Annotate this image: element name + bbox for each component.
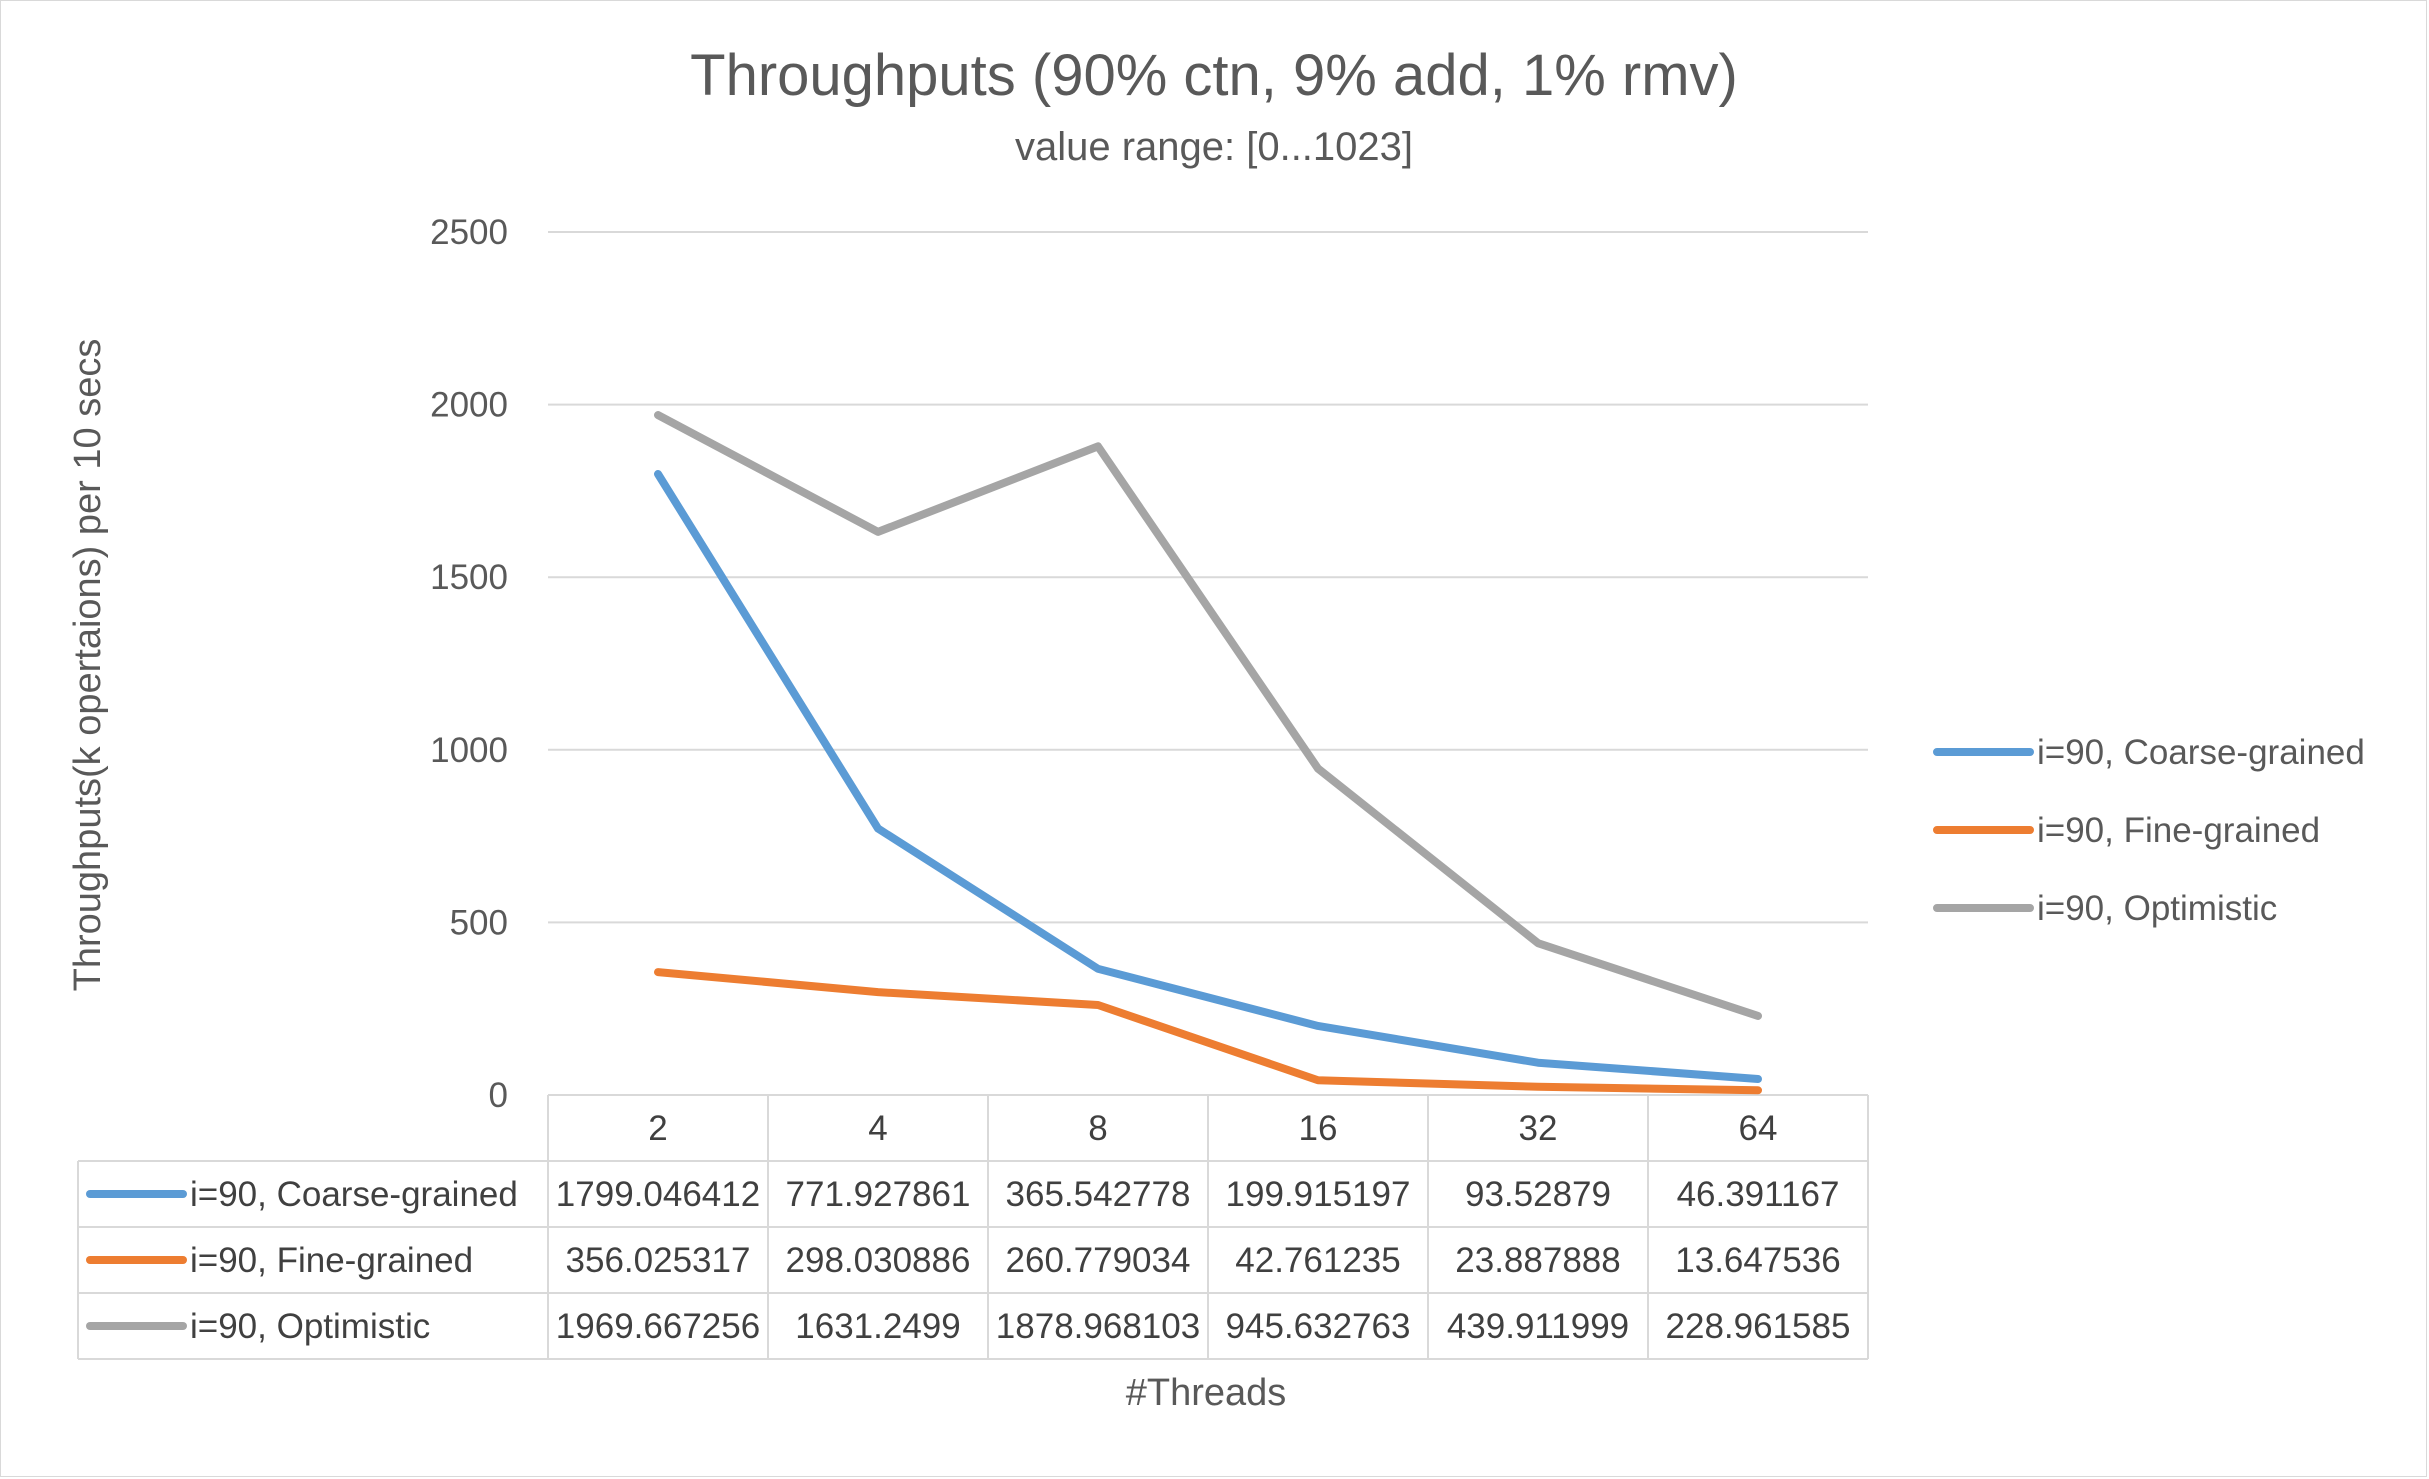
table-series-name: i=90, Fine-grained: [190, 1241, 473, 1280]
series-line: [654, 968, 1762, 1095]
table-cell: 42.761235: [1235, 1241, 1400, 1280]
y-axis-ticks: 0 500 1000 1500 2000 2500: [430, 213, 508, 1115]
legend: i=90, Coarse-grained i=90, Fine-grained i=…: [1933, 733, 2365, 928]
y-tick-label: 1000: [430, 731, 508, 770]
x-axis-title: #Threads: [1126, 1372, 1287, 1414]
x-category-label: 2: [648, 1109, 667, 1148]
table-cell: 1631.2499: [795, 1307, 960, 1346]
chart-subtitle: value range: [0...1023]: [1015, 125, 1413, 169]
table-cell: 356.025317: [566, 1241, 751, 1280]
table-cell: 1969.667256: [556, 1307, 760, 1346]
table-series-name: i=90, Optimistic: [190, 1307, 430, 1346]
data-table: i=90, Coarse-grained 1799.046412 771.92786…: [86, 1175, 1851, 1346]
table-series-name: i=90, Coarse-grained: [190, 1175, 518, 1214]
table-cell: 23.887888: [1455, 1241, 1620, 1280]
gridlines: [548, 231, 1868, 924]
legend-label: i=90, Optimistic: [2037, 889, 2277, 928]
x-axis-categories: 2 4 8 16 32 64: [648, 1109, 1777, 1148]
table-cell: 260.779034: [1006, 1241, 1191, 1280]
legend-label: i=90, Coarse-grained: [2037, 733, 2365, 772]
data-table-grid: [77, 1094, 1869, 1360]
series-lines: [654, 411, 1762, 1095]
table-cell: 199.915197: [1226, 1175, 1411, 1214]
x-category-label: 32: [1519, 1109, 1558, 1148]
y-tick-label: 2000: [430, 386, 508, 425]
table-cell: 1799.046412: [556, 1175, 760, 1214]
series-line: [654, 469, 1762, 1083]
table-cell: 228.961585: [1666, 1307, 1851, 1346]
y-axis-title: Throughputs(k opertaions) per 10 secs: [67, 339, 109, 992]
table-cell: 1878.968103: [996, 1307, 1200, 1346]
table-cell: 771.927861: [786, 1175, 971, 1214]
x-category-label: 16: [1299, 1109, 1338, 1148]
y-tick-label: 0: [489, 1076, 508, 1115]
table-cell: 93.52879: [1465, 1175, 1611, 1214]
chart-title: Throughputs (90% ctn, 9% add, 1% rmv): [690, 43, 1738, 108]
x-category-label: 8: [1088, 1109, 1107, 1148]
x-category-label: 64: [1739, 1109, 1778, 1148]
table-cell: 365.542778: [1006, 1175, 1191, 1214]
table-cell: 46.391167: [1677, 1175, 1840, 1214]
y-tick-label: 2500: [430, 213, 508, 252]
table-cell: 439.911999: [1447, 1307, 1629, 1346]
table-cell: 13.647536: [1675, 1241, 1840, 1280]
y-tick-label: 1500: [430, 558, 508, 597]
legend-label: i=90, Fine-grained: [2037, 811, 2320, 850]
x-category-label: 4: [868, 1109, 887, 1148]
series-line: [654, 411, 1762, 1020]
table-cell: 945.632763: [1226, 1307, 1411, 1346]
table-cell: 298.030886: [786, 1241, 971, 1280]
y-tick-label: 500: [450, 903, 508, 942]
